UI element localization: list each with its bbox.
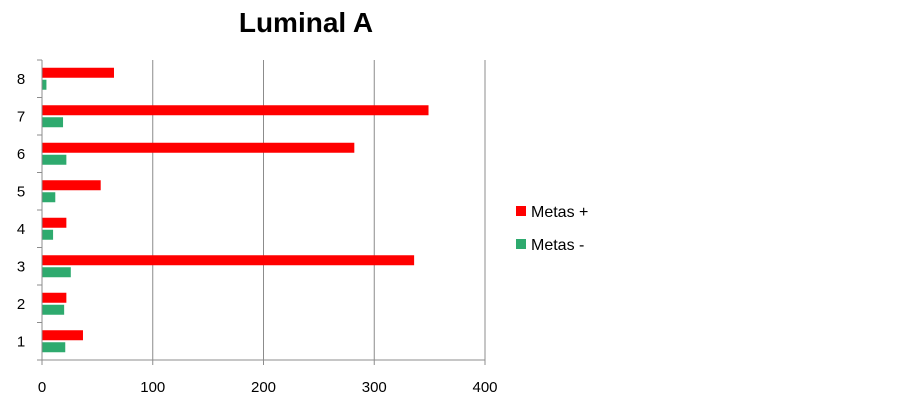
bar-metas-minus xyxy=(42,117,64,128)
x-tick-label: 100 xyxy=(140,379,165,396)
y-tick-label: 4 xyxy=(17,221,25,238)
chart-title: Luminal A xyxy=(239,7,373,38)
legend-label: Metas - xyxy=(531,237,584,254)
bar-metas-plus xyxy=(42,255,415,266)
axes: 0 100 200 300 400 1 2 3 4 5 6 7 8 xyxy=(17,59,498,396)
x-tick-label: 400 xyxy=(472,379,497,396)
bar-metas-plus xyxy=(42,142,355,153)
bar-metas-plus xyxy=(42,292,67,303)
x-tick-label: 200 xyxy=(251,379,276,396)
y-tick-label: 5 xyxy=(17,183,25,200)
bar-metas-minus xyxy=(42,79,47,90)
legend-swatch xyxy=(516,239,526,249)
bar-metas-minus xyxy=(42,342,66,353)
bar-metas-plus xyxy=(42,217,67,228)
bar-metas-plus xyxy=(42,180,101,191)
y-tick-label: 3 xyxy=(17,258,25,275)
y-tick-label: 6 xyxy=(17,146,25,163)
bar-metas-plus xyxy=(42,67,114,78)
gridlines xyxy=(152,60,486,360)
bar-metas-minus xyxy=(42,304,65,315)
legend-label: Metas + xyxy=(531,204,588,221)
y-tick-label: 1 xyxy=(17,333,25,350)
y-tick-label: 7 xyxy=(17,108,25,125)
bar-metas-minus xyxy=(42,192,56,203)
legend-swatch xyxy=(516,206,526,216)
x-tick-label: 0 xyxy=(38,379,46,396)
bar-metas-plus xyxy=(42,105,429,116)
y-tick-label: 2 xyxy=(17,296,25,313)
bar-metas-plus xyxy=(42,330,83,341)
x-tick-label: 300 xyxy=(362,379,387,396)
bars xyxy=(42,67,429,353)
bar-metas-minus xyxy=(42,267,71,278)
bar-metas-minus xyxy=(42,154,67,165)
y-tick-label: 8 xyxy=(17,71,25,88)
bar-metas-minus xyxy=(42,229,54,240)
legend: Metas + Metas - xyxy=(516,204,588,254)
